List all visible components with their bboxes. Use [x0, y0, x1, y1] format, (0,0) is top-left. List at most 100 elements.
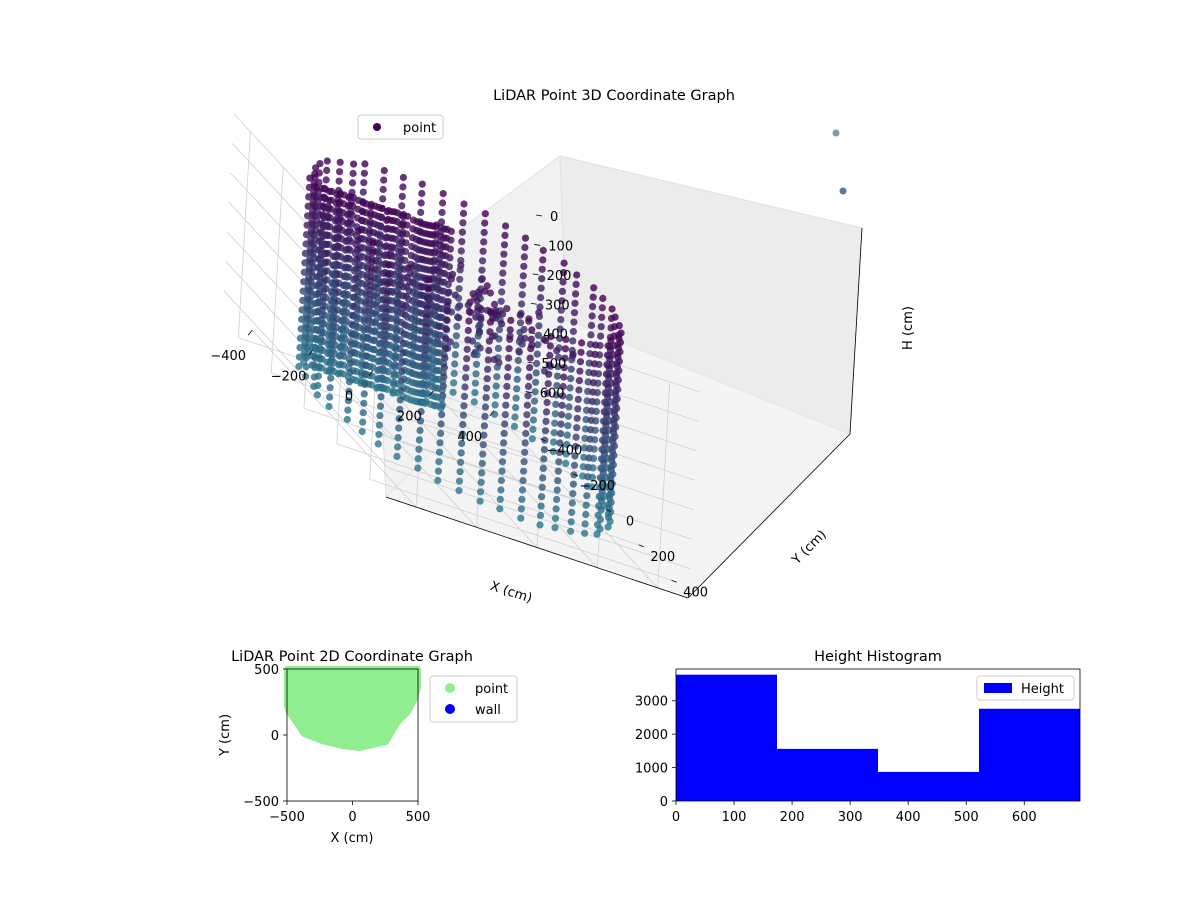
point-3d	[296, 344, 304, 352]
point-3d	[398, 202, 406, 210]
point-3d	[360, 326, 368, 334]
point-3d	[553, 347, 561, 355]
point-3d	[538, 275, 546, 283]
point-3d	[521, 439, 529, 447]
legend-histogram-swatch	[984, 683, 1012, 693]
point-3d	[458, 439, 466, 448]
point-3d	[398, 192, 406, 200]
point-3d	[431, 240, 439, 248]
point-3d	[443, 326, 451, 334]
y-axis-label-3d: Y (cm)	[789, 527, 830, 568]
point-3d	[399, 213, 407, 221]
point-3d	[473, 351, 481, 359]
point-3d	[417, 199, 425, 207]
point-3d	[522, 429, 530, 438]
point-3d	[297, 325, 305, 333]
point-3d	[429, 267, 437, 275]
point-3d	[460, 402, 468, 410]
point-3d	[558, 401, 566, 409]
point-3d	[556, 439, 564, 447]
y-axis-label-2d: Y (cm)	[218, 714, 233, 757]
x-tick-3d	[368, 370, 374, 376]
point-3d	[544, 380, 552, 388]
histogram-x-tick-label: 200	[780, 810, 805, 825]
point-3d	[455, 314, 463, 322]
point-3d	[330, 262, 338, 270]
point-3d	[449, 388, 457, 396]
histogram-y-tick-label: 2000	[635, 728, 668, 743]
point-3d	[499, 260, 507, 268]
point-3d	[415, 436, 423, 444]
point-3d	[441, 354, 449, 362]
point-3d	[564, 412, 573, 420]
point-3d	[326, 359, 334, 367]
point-3d	[553, 486, 561, 494]
point-3d	[423, 364, 431, 372]
point-3d	[335, 177, 343, 185]
point-3d	[502, 222, 510, 230]
point-3d	[506, 335, 514, 343]
y-tick-label-2d: 0	[271, 729, 279, 744]
point-3d	[361, 300, 370, 308]
z-tick-label-3d: 100	[548, 239, 573, 254]
point-3d	[565, 403, 573, 411]
point-3d	[359, 335, 367, 343]
z-tick-3d	[534, 244, 541, 246]
point-3d	[537, 502, 545, 510]
point-3d	[430, 340, 438, 348]
point-3d	[477, 478, 485, 486]
y-tick-label-2d: −500	[243, 795, 279, 810]
point-3d	[464, 301, 472, 309]
point-3d	[594, 370, 603, 378]
chart-2d-title: LiDAR Point 2D Coordinate Graph	[231, 649, 473, 665]
point-3d	[473, 297, 481, 305]
point-3d	[304, 212, 312, 220]
point-3d	[393, 327, 401, 335]
point-3d	[450, 379, 458, 387]
z-tick-3d	[535, 214, 543, 217]
point-3d	[438, 395, 446, 403]
point-3d	[466, 308, 475, 316]
point-3d	[463, 345, 471, 353]
point-3d	[557, 420, 565, 428]
point-3d	[369, 363, 377, 371]
point-3d	[521, 234, 530, 242]
point-3d	[444, 289, 452, 297]
x-tick-3d	[489, 410, 495, 417]
point-3d	[399, 183, 407, 191]
x-tick-label-3d: 400	[457, 430, 482, 445]
point-3d	[376, 412, 384, 420]
point-3d	[561, 345, 570, 353]
legend-2d-wall-label: wall	[475, 703, 501, 718]
point-3d	[459, 411, 467, 419]
point-3d	[499, 269, 507, 277]
point-3d	[483, 384, 491, 392]
point-3d	[587, 331, 595, 339]
point-3d	[391, 354, 399, 362]
point-3d	[568, 508, 576, 516]
point-3d	[389, 389, 397, 397]
point-3d	[485, 346, 493, 355]
point-3d	[567, 527, 575, 535]
histogram-frame	[675, 668, 1081, 802]
point-3d	[429, 258, 438, 266]
point-3d	[415, 445, 423, 453]
point-3d	[478, 459, 486, 468]
point-3d	[513, 375, 521, 383]
point-3d	[537, 294, 545, 302]
point-3d	[390, 271, 398, 279]
point-3d	[533, 359, 541, 368]
point-3d	[498, 467, 506, 475]
point-3d	[457, 247, 465, 255]
point-3d	[546, 342, 555, 350]
point-3d	[576, 358, 585, 366]
x-axis-line	[385, 496, 689, 599]
point-3d	[607, 314, 616, 322]
point-3d	[512, 394, 520, 402]
point-3d	[565, 393, 574, 401]
point-3d	[441, 345, 450, 353]
point-3d	[591, 426, 599, 434]
point-3d	[504, 363, 512, 372]
point-3d	[597, 506, 605, 514]
